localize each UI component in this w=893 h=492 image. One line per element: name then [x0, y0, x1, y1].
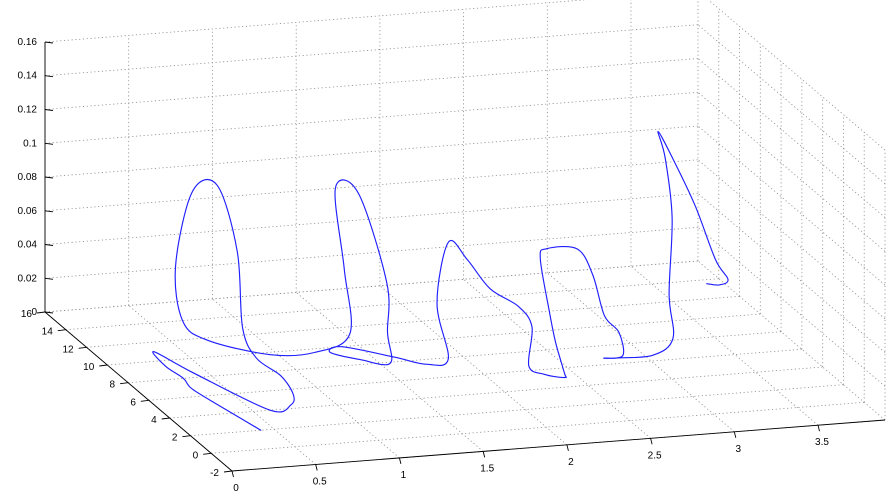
back-wall-grid-line [44, 260, 699, 313]
x-tick-label: 0 [233, 483, 239, 492]
side-wall-grid-line [697, 91, 886, 252]
x-axis-line [231, 419, 886, 472]
z-tick-label: 0.16 [18, 37, 38, 48]
z-tick-mark [44, 75, 54, 78]
y-tick-mark [182, 435, 191, 438]
z-tick-label: 0.12 [18, 105, 38, 116]
back-wall-grid-line [44, 0, 588, 43]
back-wall-grid-line [44, 24, 699, 77]
y-tick-label: 2 [172, 433, 178, 444]
x-tick-mark [566, 444, 569, 451]
back-wall-grid-line [44, 91, 699, 144]
floor-grid-line [128, 305, 316, 465]
x-tick-label: 2 [568, 457, 574, 468]
floor-grid-line [169, 366, 823, 419]
floor-grid-line [211, 401, 865, 454]
series-lines [152, 130, 729, 431]
side-wall-grid-line [697, 159, 886, 320]
y-tick-label: 16 [21, 309, 33, 320]
floor-grid-line [463, 278, 651, 439]
floor-grid-line [379, 285, 568, 446]
y-tick-label: 8 [110, 380, 116, 391]
back-wall-grid-line [44, 58, 699, 110]
side-wall-grid-line [697, 125, 886, 286]
y-tick-label: 6 [130, 397, 136, 408]
floor-grid-line [128, 331, 782, 384]
floor-grid-line [212, 298, 400, 459]
z-tick-label: 0.08 [18, 172, 38, 183]
z-tick-mark [44, 277, 54, 280]
x-tick-mark [650, 438, 653, 445]
y-tick-mark [120, 382, 129, 385]
x-tick-label: 3.5 [815, 437, 829, 448]
x-tick-mark [398, 457, 402, 465]
y-tick-mark [161, 417, 170, 420]
y-tick-mark [57, 329, 66, 332]
axes [36, 41, 886, 478]
back-wall-grid-line [44, 125, 699, 178]
floor-grid-line [630, 265, 819, 426]
x-tick-label: 1.5 [480, 463, 494, 474]
x-tick-mark [733, 431, 737, 438]
y-tick-mark [140, 399, 149, 402]
z-tick-label: 0.04 [18, 240, 38, 251]
y-tick-label: 10 [83, 362, 95, 373]
y-tick-mark [36, 311, 46, 314]
side-wall-grid-line [697, 24, 886, 185]
y-tick-mark [223, 470, 233, 473]
z-tick-mark [44, 244, 54, 246]
x-tick-mark [315, 464, 318, 471]
back-wall-grid-line [44, 226, 699, 279]
floor-grid-line [547, 272, 735, 433]
y-tick-label: 12 [62, 344, 74, 355]
back-wall-grid-line [44, 193, 699, 245]
x-tick-label: 3 [736, 444, 742, 455]
z-tick-mark [44, 41, 54, 44]
floor-grid-line [65, 278, 719, 331]
x-tick-mark [231, 470, 234, 478]
floor-grid-line [107, 313, 761, 366]
x-tick-label: 2.5 [648, 450, 662, 461]
side-wall-grid-line [697, 193, 886, 353]
x-tick-mark [482, 451, 486, 458]
series-line [152, 130, 729, 431]
grid-lines [44, 0, 886, 472]
side-wall-grid-line [697, 260, 886, 421]
floor-grid-line [86, 295, 740, 348]
z-tick-mark [44, 311, 54, 314]
z-tick-label: 0.02 [18, 273, 38, 284]
side-wall-grid-line [707, 0, 886, 151]
y-tick-mark [203, 452, 212, 455]
side-wall-grid-line [697, 58, 886, 218]
y-tick-mark [78, 346, 87, 349]
back-wall-grid-line [44, 159, 699, 212]
x-tick-mark [817, 425, 820, 432]
z-tick-mark [44, 109, 54, 111]
y-tick-label: 14 [42, 327, 54, 338]
x-tick-label: 0.5 [313, 477, 327, 488]
y-tick-label: -2 [210, 468, 219, 479]
z-tick-label: 0.1 [23, 138, 37, 149]
y-tick-label: 0 [193, 450, 199, 461]
y-axis-line [44, 311, 233, 472]
z-tick-mark [44, 210, 54, 213]
floor-grid-line [295, 292, 484, 452]
z-tick-label: 0 [31, 307, 37, 318]
z-tick-mark [44, 142, 54, 145]
side-wall-grid-line [697, 226, 886, 387]
y-tick-mark [99, 364, 108, 367]
floor-grid-line [148, 348, 802, 401]
floor-grid-line [190, 384, 844, 437]
x-tick-label: 1 [401, 470, 407, 481]
y-tick-label: 4 [151, 415, 157, 426]
z-tick-label: 0.06 [18, 206, 38, 217]
z-tick-mark [44, 176, 54, 179]
z-tick-label: 0.14 [18, 71, 38, 82]
